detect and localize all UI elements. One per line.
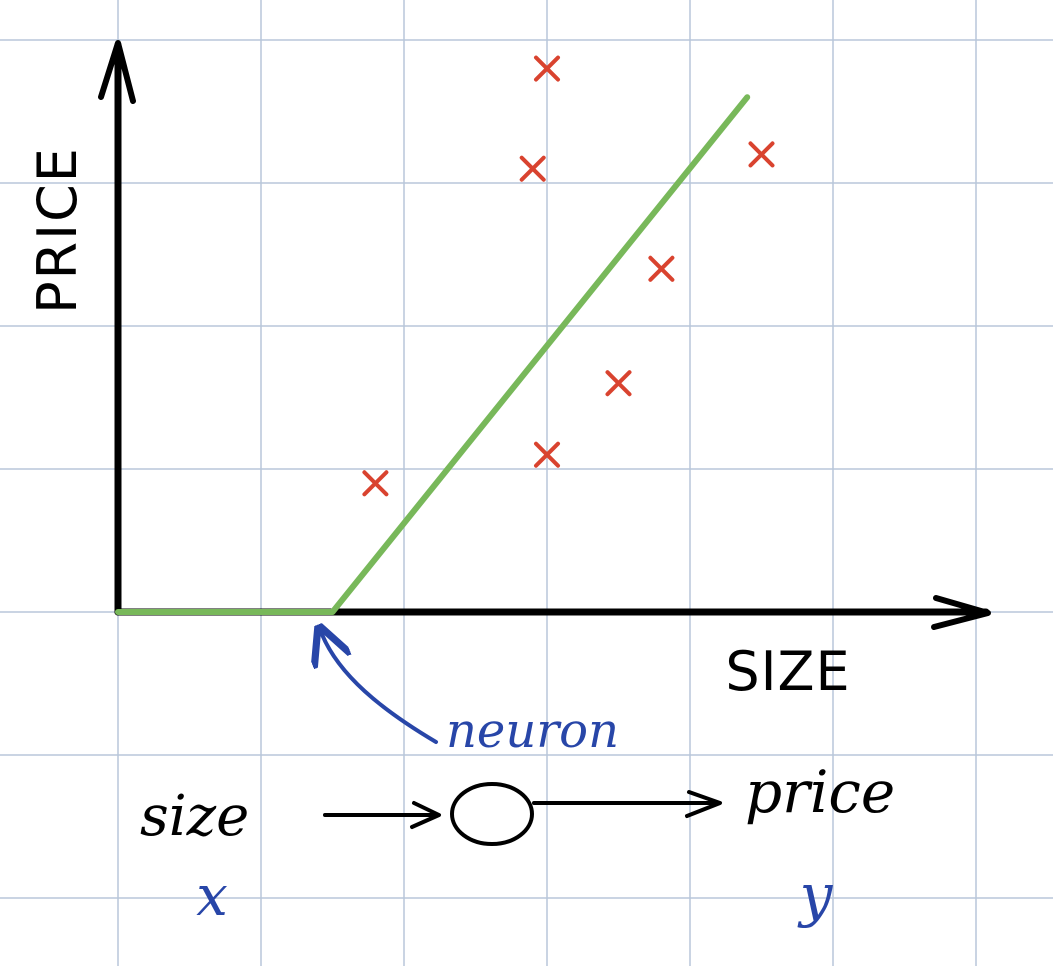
y-axis-label: PRICE bbox=[26, 146, 89, 314]
data-point bbox=[519, 155, 546, 182]
axes bbox=[98, 40, 991, 630]
output-symbol: y bbox=[797, 861, 834, 929]
x-axis-arrowhead bbox=[931, 595, 991, 630]
data-point bbox=[605, 370, 632, 397]
annotation: neuron bbox=[321, 632, 619, 759]
output-arrowhead bbox=[685, 790, 722, 818]
neuron-node bbox=[450, 782, 534, 846]
data-point bbox=[362, 470, 389, 497]
annotation-arrow bbox=[321, 632, 438, 744]
data-point bbox=[648, 255, 675, 282]
data-points bbox=[362, 55, 775, 497]
input-label: size bbox=[140, 784, 249, 849]
y-axis-arrowhead bbox=[98, 40, 136, 104]
x-axis-label: SIZE bbox=[725, 640, 850, 703]
input-arrowhead bbox=[410, 801, 441, 829]
fit-line-path bbox=[115, 94, 751, 615]
output-label: price bbox=[745, 758, 895, 826]
annotation-label: neuron bbox=[446, 703, 619, 759]
data-point bbox=[748, 141, 775, 168]
data-point bbox=[534, 441, 560, 468]
data-point bbox=[534, 55, 560, 82]
neuron-diagram: size price x y bbox=[140, 758, 895, 929]
relu-fit-line bbox=[115, 94, 751, 615]
input-symbol: x bbox=[196, 864, 228, 929]
